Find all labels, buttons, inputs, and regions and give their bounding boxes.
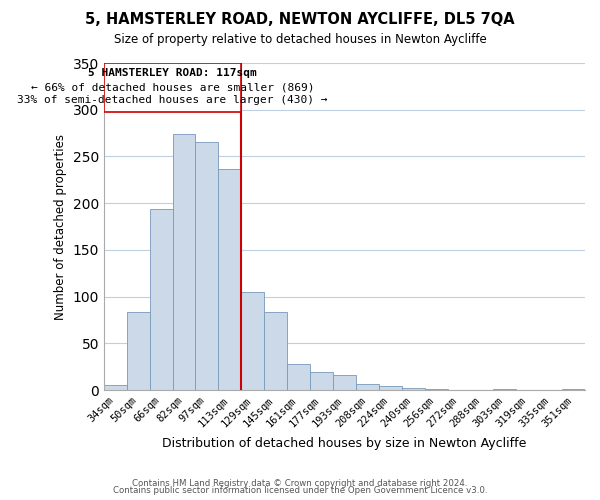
- Bar: [264, 312, 287, 390]
- Y-axis label: Number of detached properties: Number of detached properties: [54, 134, 67, 320]
- Bar: [173, 134, 196, 390]
- Text: 5, HAMSTERLEY ROAD, NEWTON AYCLIFFE, DL5 7QA: 5, HAMSTERLEY ROAD, NEWTON AYCLIFFE, DL5…: [85, 12, 515, 28]
- Bar: [196, 142, 218, 390]
- Bar: [401, 388, 425, 390]
- Text: 5 HAMSTERLEY ROAD: 117sqm: 5 HAMSTERLEY ROAD: 117sqm: [88, 68, 257, 78]
- Bar: [310, 372, 333, 390]
- Bar: [218, 168, 241, 390]
- Bar: [287, 364, 310, 390]
- Text: Size of property relative to detached houses in Newton Aycliffe: Size of property relative to detached ho…: [113, 32, 487, 46]
- Text: Contains HM Land Registry data © Crown copyright and database right 2024.: Contains HM Land Registry data © Crown c…: [132, 478, 468, 488]
- Bar: [127, 312, 149, 390]
- FancyBboxPatch shape: [104, 63, 241, 112]
- Bar: [149, 209, 173, 390]
- Bar: [356, 384, 379, 390]
- X-axis label: Distribution of detached houses by size in Newton Aycliffe: Distribution of detached houses by size …: [162, 437, 527, 450]
- Text: Contains public sector information licensed under the Open Government Licence v3: Contains public sector information licen…: [113, 486, 487, 495]
- Bar: [379, 386, 401, 390]
- Bar: [104, 384, 127, 390]
- Bar: [241, 292, 264, 390]
- Text: 33% of semi-detached houses are larger (430) →: 33% of semi-detached houses are larger (…: [17, 96, 328, 106]
- Bar: [333, 376, 356, 390]
- Text: ← 66% of detached houses are smaller (869): ← 66% of detached houses are smaller (86…: [31, 82, 314, 92]
